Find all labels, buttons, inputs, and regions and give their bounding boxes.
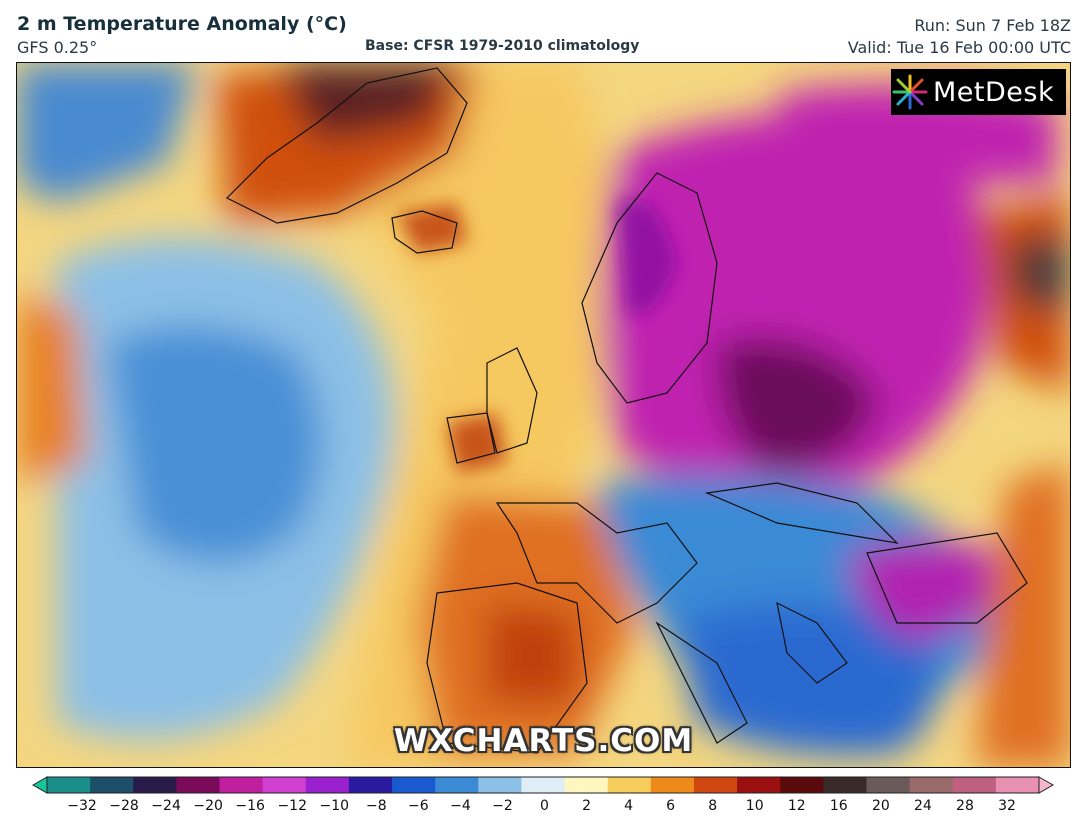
colorbar-cell [305, 777, 350, 793]
metdesk-starburst-icon [892, 74, 928, 110]
temperature-anomaly-map: MetDesk WXCHARTS.COM [16, 62, 1071, 768]
model-label: GFS 0.25° [17, 38, 98, 57]
colorbar-tick-label: 4 [624, 798, 634, 814]
colorbar-cell [348, 777, 393, 793]
colorbar-tick-label: −4 [450, 798, 471, 814]
run-time-label: Run: Sun 7 Feb 18Z [914, 16, 1071, 35]
colorbar-tick-label: 10 [745, 798, 764, 814]
colorbar-cell [521, 777, 566, 793]
colorbar-extend-low [32, 776, 48, 794]
colorbar-cell [47, 777, 91, 793]
colorbar-tick-label: −2 [492, 798, 513, 814]
anomaly-field [17, 63, 1070, 767]
colorbar-ticks: −32 −28 −24 −20 −16 −12 −10 −8 −6 −4 −2 0 2 4 6 8 10 12 16… [32, 798, 1052, 820]
metdesk-logo: MetDesk [891, 69, 1066, 115]
colorbar-cell [607, 777, 652, 793]
valid-time-label: Valid: Tue 16 Feb 00:00 UTC [847, 38, 1071, 57]
colorbar-cell [435, 777, 479, 793]
colorbar [32, 776, 1055, 794]
logo-text: MetDesk [933, 76, 1055, 108]
colorbar-cell [823, 777, 868, 793]
colorbar-cell [780, 777, 824, 793]
colorbar-tick-label: −16 [235, 798, 265, 814]
colorbar-cell [133, 777, 177, 793]
colorbar-cell [693, 777, 738, 793]
climatology-base-label: Base: CFSR 1979-2010 climatology [365, 38, 640, 54]
colorbar-tick-label: 32 [998, 798, 1016, 814]
colorbar-cell [564, 777, 609, 793]
colorbar-cell [90, 777, 134, 793]
coastlines [225, 67, 1028, 754]
colorbar-tick-label: −6 [408, 798, 429, 814]
colorbar-tick-label: −24 [151, 798, 181, 814]
colorbar-tick-label: 16 [829, 798, 848, 814]
colorbar-tick-label: 2 [582, 798, 591, 814]
colorbar-cell [995, 777, 1040, 793]
colorbar-cell [866, 777, 911, 793]
colorbar-tick-label: −32 [67, 798, 97, 814]
colorbar-tick-label: −12 [277, 798, 307, 814]
colorbar-cell [219, 777, 264, 793]
colorbar-extend-high [1038, 776, 1055, 794]
colorbar-tick-label: 6 [666, 798, 676, 814]
colorbar-cell [392, 777, 436, 793]
colorbar-tick-label: −20 [193, 798, 223, 814]
chart-title: 2 m Temperature Anomaly (°C) [17, 13, 347, 35]
colorbar-cell [952, 777, 997, 793]
colorbar-tick-label: 0 [540, 798, 549, 814]
colorbar-tick-label: −8 [365, 798, 387, 814]
colorbar-tick-label: 28 [956, 798, 974, 814]
watermark: WXCHARTS.COM [393, 723, 694, 759]
colorbar-cell [262, 777, 307, 793]
colorbar-cell [909, 777, 954, 793]
colorbar-tick-label: −28 [109, 798, 139, 814]
colorbar-tick-label: −10 [319, 798, 350, 814]
colorbar-cell [176, 777, 221, 793]
colorbar-cell [650, 777, 695, 793]
colorbar-tick-label: 12 [787, 798, 806, 814]
colorbar-cell [478, 777, 523, 793]
colorbar-tick-label: 8 [708, 798, 718, 814]
colorbar-cell [737, 777, 781, 793]
colorbar-tick-label: 24 [913, 798, 932, 814]
colorbar-tick-label: 20 [871, 798, 890, 814]
